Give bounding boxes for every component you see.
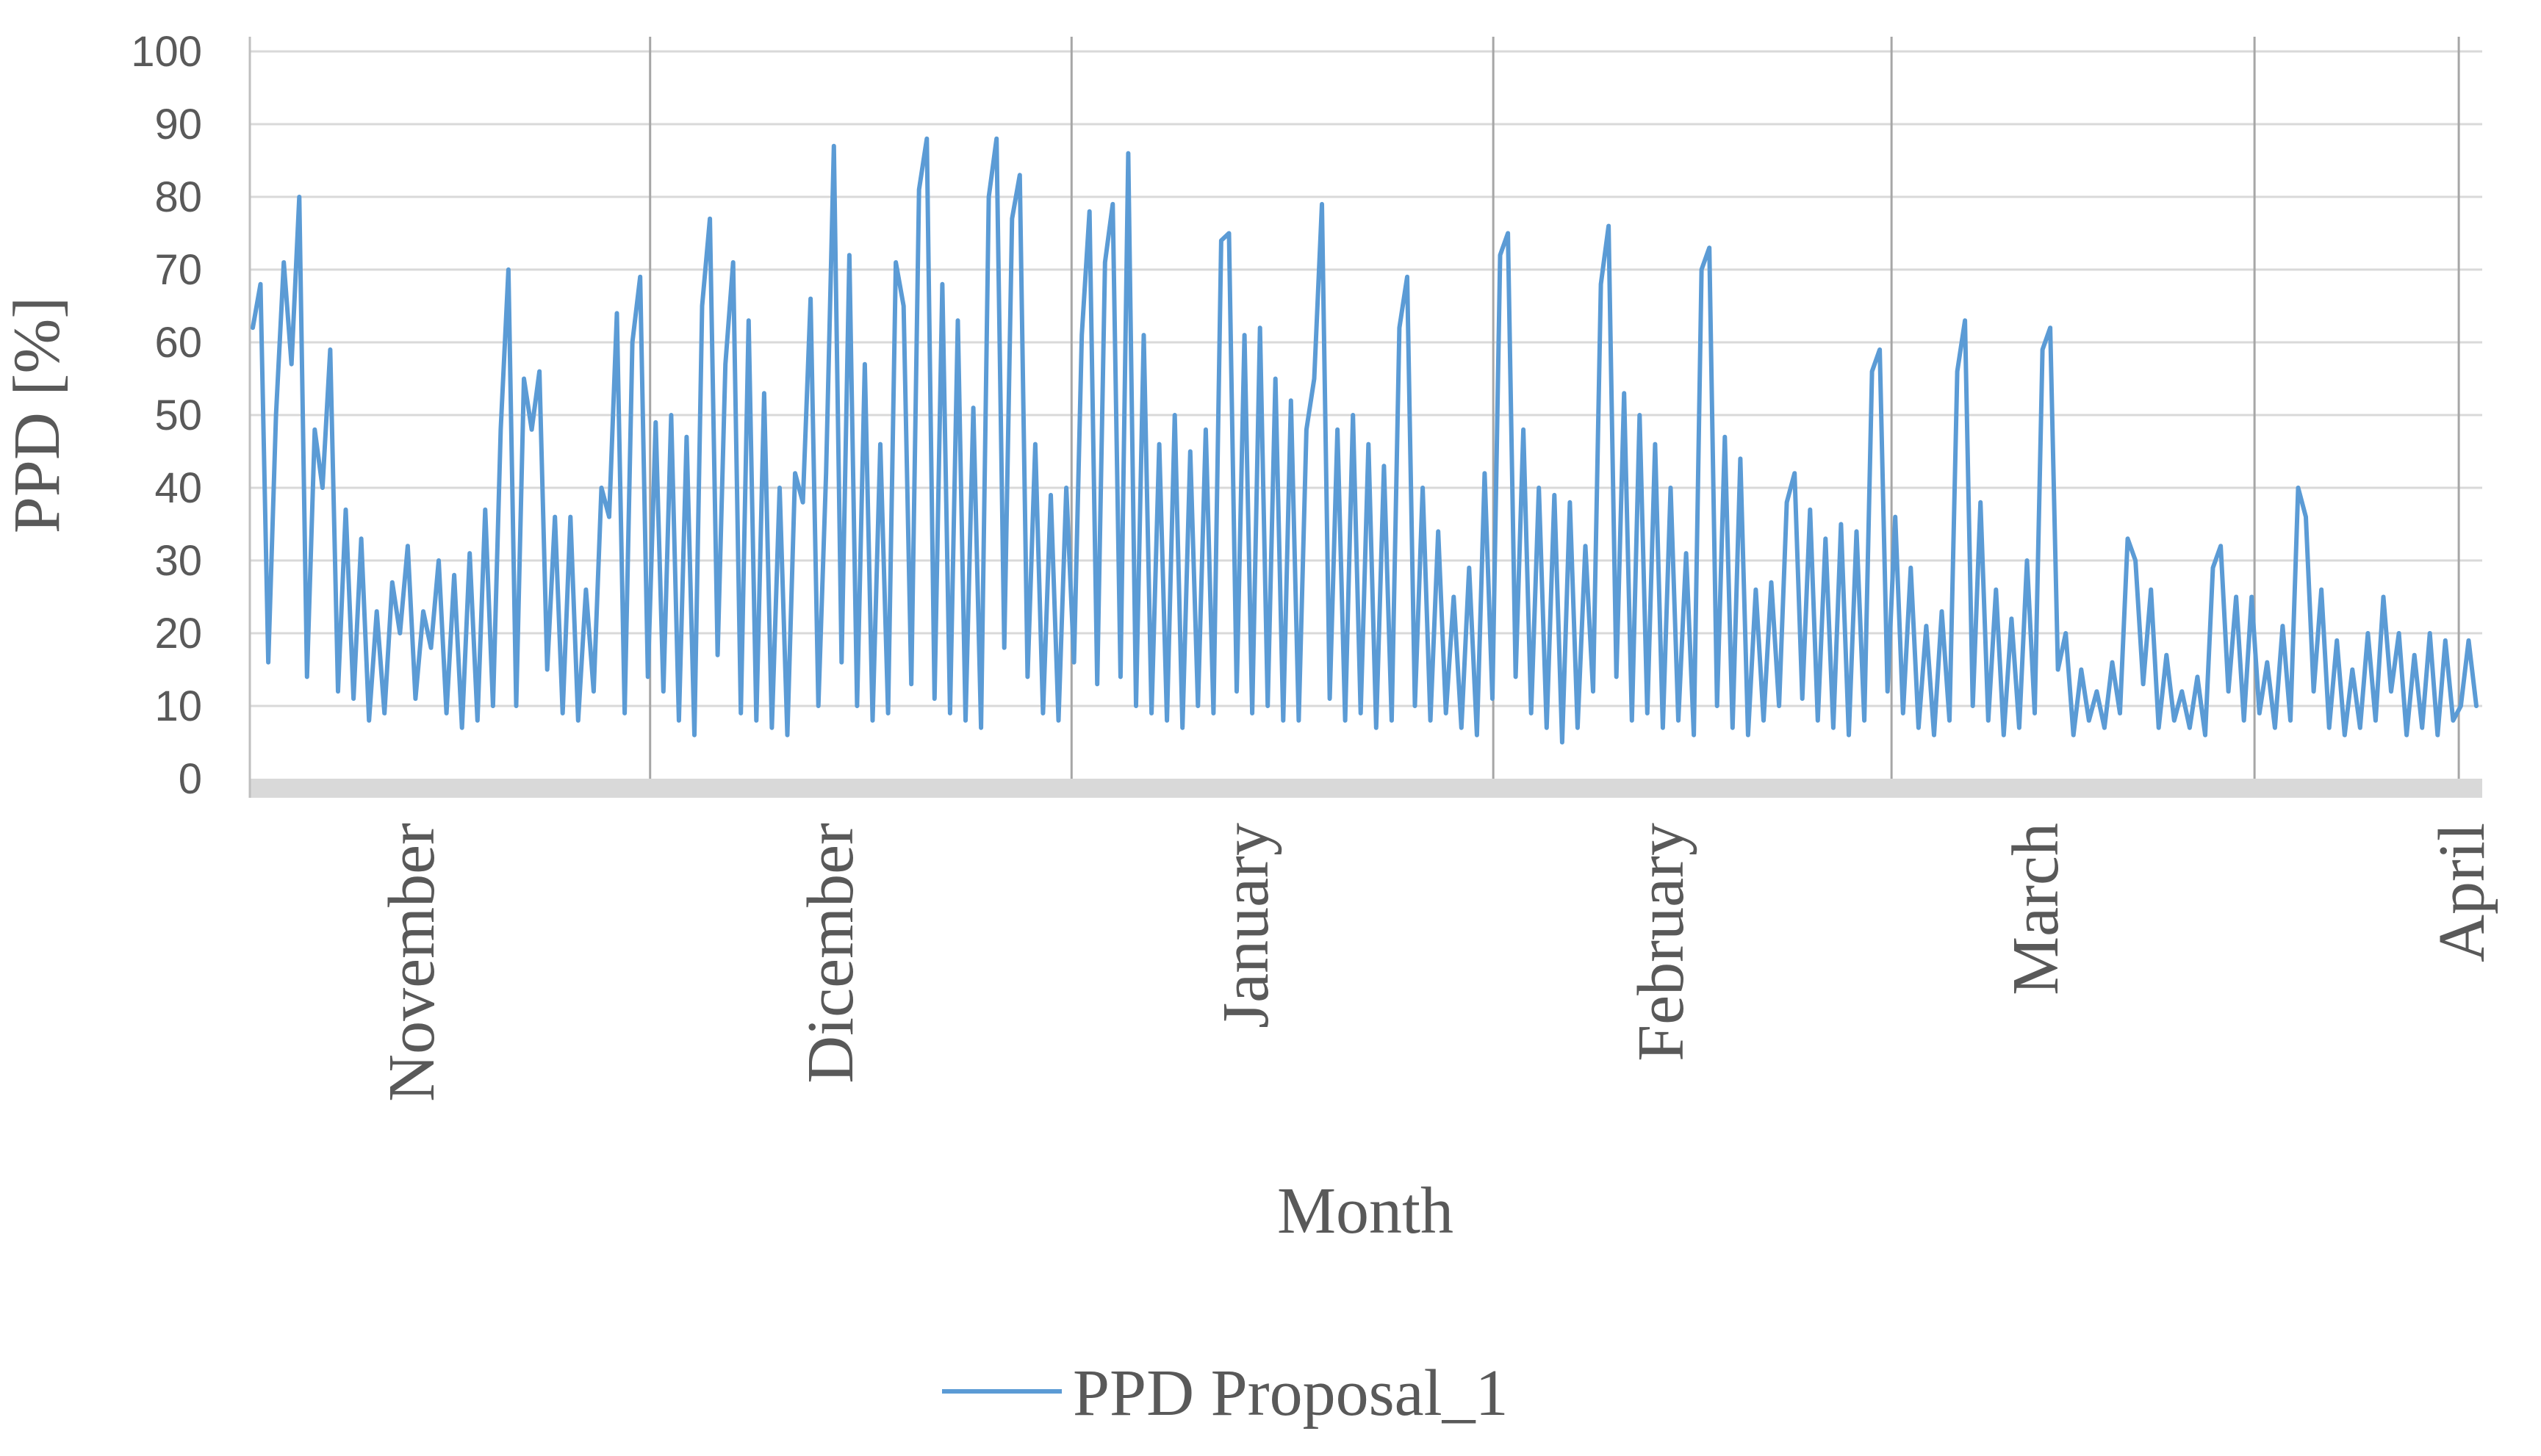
x-axis-title: Month	[1277, 1175, 1453, 1247]
y-tick-label: 10	[154, 682, 202, 730]
y-tick-label: 50	[154, 392, 202, 439]
y-tick-labels: 0 10 20 30 40 50 60 70 80 90 100	[131, 28, 202, 803]
legend: PPD Proposal_1	[942, 1357, 1509, 1430]
x-axis-band	[250, 779, 2482, 798]
x-tick-label: November	[375, 823, 448, 1102]
y-tick-label: 0	[179, 755, 202, 803]
x-tick-label: January	[1210, 823, 1282, 1028]
x-tick-label: March	[1999, 823, 2072, 995]
y-tick-label: 30	[154, 537, 202, 585]
y-tick-label: 100	[131, 28, 202, 76]
x-tick-labels: November Dicember January February March Apri…	[375, 823, 2498, 1102]
series-line-ppd-proposal-1	[251, 136, 2479, 745]
x-tick-label: Dicember	[794, 823, 867, 1084]
y-tick-label: 60	[154, 319, 202, 367]
y-axis-title: PPD [%]	[1, 297, 73, 534]
x-tick-label: April	[2426, 823, 2498, 962]
y-tick-label: 70	[154, 246, 202, 294]
y-tick-label: 80	[154, 173, 202, 221]
x-tick-label: February	[1625, 823, 1697, 1062]
y-tick-label: 20	[154, 610, 202, 657]
y-tick-label: 40	[154, 464, 202, 512]
legend-label: PPD Proposal_1	[1073, 1357, 1509, 1430]
y-tick-label: 90	[154, 101, 202, 148]
